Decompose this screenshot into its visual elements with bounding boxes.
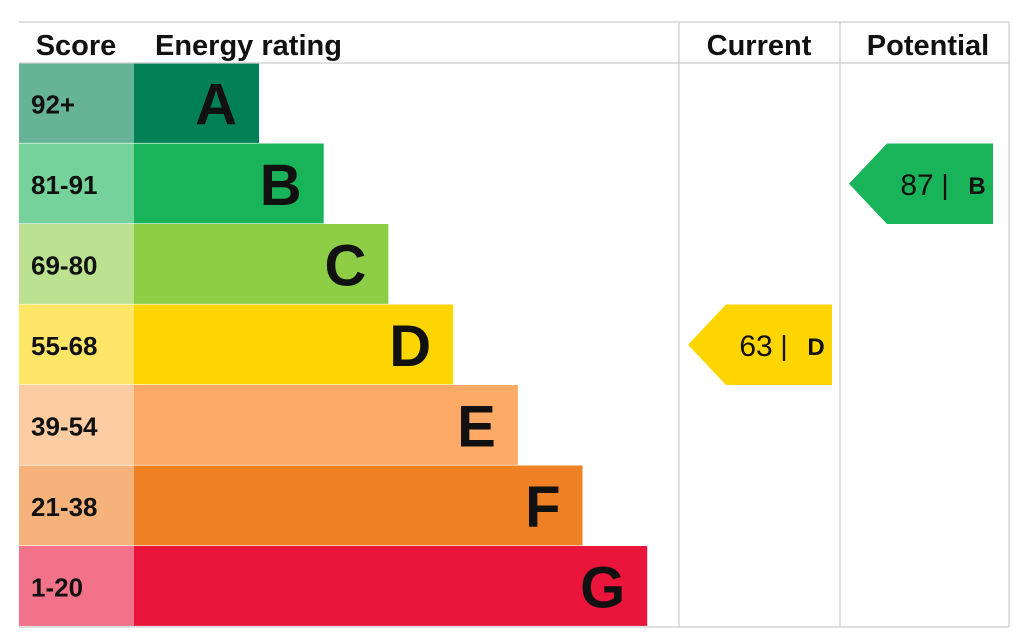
potential-rating-value: 87	[900, 169, 933, 202]
band-bar-d	[134, 304, 454, 385]
current-rating-separator: |	[780, 330, 787, 361]
band-letter: E	[457, 394, 496, 459]
band-row-e: 39-54 E	[19, 385, 518, 465]
band-letter: G	[580, 555, 625, 620]
potential-rating-separator: |	[941, 169, 948, 200]
band-letter: C	[325, 233, 367, 298]
energy-rating-header: Energy rating	[155, 30, 342, 62]
band-row-g: 1-20 G	[19, 546, 648, 626]
score-range-label: 55-68	[31, 331, 98, 361]
current-rating-arrow	[688, 304, 832, 385]
score-cell-d	[19, 304, 134, 385]
score-range-label: 81-91	[31, 170, 98, 200]
rating-bands: 92+ A 81-91 B 69-80 C 55-68 D 39-54 E 21-38 F 1-20 G	[19, 63, 648, 626]
rating-markers: 63 | D 87 | B	[688, 143, 993, 385]
score-range-label: 92+	[31, 89, 75, 119]
score-range-label: 1-20	[31, 572, 83, 602]
band-row-b: 81-91 B	[19, 143, 324, 224]
score-cell-e	[19, 385, 134, 465]
score-cell-c	[19, 224, 134, 304]
current-rating-value: 63	[739, 330, 772, 363]
score-cell-f	[19, 465, 134, 546]
table-grid	[19, 21, 1010, 628]
score-cell-a	[19, 63, 134, 143]
band-letter: A	[195, 72, 237, 137]
band-row-f: 21-38 F	[19, 465, 583, 546]
potential-rating-band: B	[968, 173, 985, 200]
score-range-label: 21-38	[31, 492, 98, 522]
band-letter: F	[525, 475, 560, 540]
score-range-label: 39-54	[31, 411, 98, 441]
header-row: Score Energy rating Current Potential	[36, 30, 990, 62]
current-rating: 63 | D	[688, 304, 832, 385]
score-cell-b	[19, 143, 134, 224]
potential-header: Potential	[867, 30, 989, 62]
band-bar-a	[134, 63, 259, 143]
band-bar-g	[134, 546, 648, 626]
potential-rating: 87 | B	[849, 143, 993, 224]
band-bar-c	[134, 224, 389, 304]
band-row-d: 55-68 D	[19, 304, 454, 385]
band-letter: B	[260, 153, 302, 218]
score-header: Score	[36, 30, 117, 62]
current-header: Current	[707, 30, 812, 62]
potential-rating-arrow	[849, 143, 993, 224]
band-letter: D	[389, 314, 431, 379]
band-bar-f	[134, 465, 583, 546]
score-range-label: 69-80	[31, 250, 98, 280]
band-bar-b	[134, 143, 324, 224]
current-rating-band: D	[807, 334, 824, 361]
score-cell-g	[19, 546, 134, 626]
band-bar-e	[134, 385, 518, 465]
band-row-a: 92+ A	[19, 63, 259, 143]
band-row-c: 69-80 C	[19, 224, 389, 304]
